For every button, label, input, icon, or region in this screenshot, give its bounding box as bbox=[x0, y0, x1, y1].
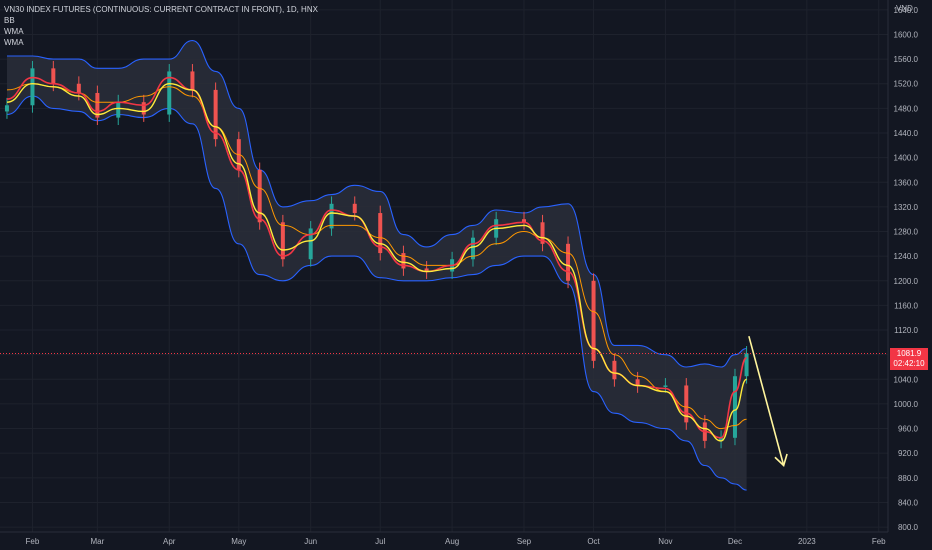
bollinger-band bbox=[6, 40, 747, 491]
candle-body bbox=[684, 385, 689, 423]
down-arrow-head bbox=[774, 453, 788, 467]
time-axis[interactable]: Feb Mar Apr May Jun Jul Aug Sep Oct Nov Dec 2023 Feb bbox=[0, 531, 888, 546]
down-arrow-shaft bbox=[748, 335, 785, 466]
y-tick-label: 840.0 bbox=[898, 498, 919, 507]
x-tick-label: May bbox=[231, 537, 246, 546]
y-tick-label: 1040.0 bbox=[894, 375, 919, 384]
x-tick-label: Feb bbox=[26, 537, 40, 546]
y-tick-label: 1520.0 bbox=[894, 80, 919, 89]
y-tick-label: 800.0 bbox=[898, 523, 919, 532]
band-lower bbox=[6, 95, 747, 491]
candle-body bbox=[663, 385, 668, 387]
candle-body bbox=[635, 379, 640, 386]
candle-body bbox=[329, 203, 334, 229]
annotations bbox=[0, 335, 888, 467]
candle-body bbox=[51, 68, 56, 84]
grid bbox=[0, 0, 888, 532]
candle-body bbox=[424, 268, 429, 272]
x-tick-label: Nov bbox=[658, 537, 672, 546]
candle-body bbox=[95, 92, 100, 118]
y-tick-label: 1400.0 bbox=[894, 154, 919, 163]
indicator-wma-1[interactable]: WMA bbox=[4, 27, 24, 36]
candle-body bbox=[612, 360, 617, 380]
y-tick-label: 1600.0 bbox=[894, 30, 919, 39]
candle-body bbox=[30, 68, 35, 106]
y-tick-label: 1480.0 bbox=[894, 104, 919, 113]
wma-fast-line bbox=[6, 76, 748, 439]
y-tick-label: 1280.0 bbox=[894, 228, 919, 237]
axis-unit: VND bbox=[896, 4, 913, 13]
x-tick-label: Apr bbox=[163, 537, 176, 546]
candle-body bbox=[280, 222, 285, 260]
moving-averages bbox=[6, 76, 748, 442]
bar-countdown: 02:42:10 bbox=[893, 359, 925, 368]
x-tick-label: 2023 bbox=[798, 537, 816, 546]
x-tick-label: Jun bbox=[304, 537, 317, 546]
candle-body bbox=[141, 102, 146, 115]
chart-legend: VN30 INDEX FUTURES (CONTINUOUS: CURRENT … bbox=[4, 4, 318, 48]
band-upper bbox=[7, 40, 747, 368]
x-tick-label: Feb bbox=[872, 537, 886, 546]
candle-body bbox=[4, 105, 9, 112]
y-tick-label: 1200.0 bbox=[894, 277, 919, 286]
candle-body bbox=[167, 71, 172, 115]
candles bbox=[4, 60, 749, 449]
candle-body bbox=[190, 71, 195, 90]
indicator-bb[interactable]: BB bbox=[4, 16, 15, 25]
indicator-wma-2[interactable]: WMA bbox=[4, 38, 24, 47]
x-tick-label: Mar bbox=[90, 537, 104, 546]
candle-body bbox=[732, 376, 737, 438]
y-tick-label: 1160.0 bbox=[894, 301, 918, 310]
candle-body bbox=[744, 353, 749, 377]
candle-body bbox=[378, 213, 383, 254]
band-fill bbox=[7, 40, 747, 491]
last-price-tag: 1081.9 02:42:10 bbox=[890, 348, 928, 370]
y-tick-label: 880.0 bbox=[898, 474, 919, 483]
ma-yellow-line bbox=[6, 82, 747, 442]
candle-body bbox=[470, 237, 475, 260]
x-tick-label: Aug bbox=[445, 537, 459, 546]
candle-body bbox=[352, 203, 357, 214]
x-tick-label: Sep bbox=[517, 537, 532, 546]
candle-body bbox=[213, 89, 218, 140]
last-price-value: 1081.9 bbox=[896, 349, 922, 358]
candle-body bbox=[257, 169, 262, 223]
candle-body bbox=[401, 253, 406, 269]
candle-body bbox=[540, 222, 545, 244]
symbol-title[interactable]: VN30 INDEX FUTURES (CONTINUOUS: CURRENT … bbox=[4, 5, 318, 14]
y-tick-label: 960.0 bbox=[898, 425, 919, 434]
x-tick-label: Oct bbox=[587, 537, 600, 546]
candle-body bbox=[719, 437, 724, 441]
candle-body bbox=[116, 102, 121, 118]
y-tick-label: 920.0 bbox=[898, 449, 919, 458]
y-tick-label: 1240.0 bbox=[894, 252, 919, 261]
candle-body bbox=[566, 243, 571, 281]
y-tick-label: 1560.0 bbox=[894, 55, 919, 64]
price-axis[interactable]: 800.0 840.0 880.0 920.0 960.0 1000.0 1040.0 108… bbox=[887, 0, 919, 532]
x-tick-label: Dec bbox=[728, 537, 742, 546]
y-tick-label: 1320.0 bbox=[894, 203, 919, 212]
wma-slow-line bbox=[6, 83, 747, 430]
candle-body bbox=[308, 228, 313, 260]
y-tick-label: 1640.0 bbox=[894, 6, 919, 15]
y-tick-label: 1000.0 bbox=[894, 400, 919, 409]
candle-body bbox=[591, 280, 596, 361]
x-tick-label: Jul bbox=[375, 537, 385, 546]
y-tick-label: 1120.0 bbox=[894, 326, 918, 335]
y-tick-label: 1440.0 bbox=[894, 129, 919, 138]
y-tick-label: 1360.0 bbox=[894, 178, 919, 187]
candle-body bbox=[521, 219, 526, 223]
candle-body bbox=[76, 83, 81, 93]
